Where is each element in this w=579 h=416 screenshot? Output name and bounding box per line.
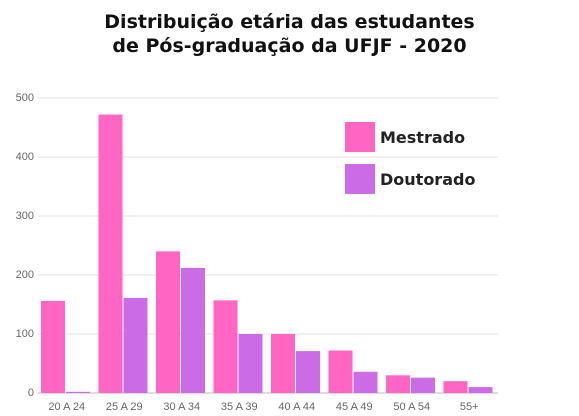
legend: Mestrado Doutorado xyxy=(345,122,475,194)
x-tick-label: 25 A 29 xyxy=(106,401,143,413)
bar-mestrado-5 xyxy=(328,350,353,393)
x-tick-label: 30 A 34 xyxy=(163,401,200,413)
bar-mestrado-1 xyxy=(98,114,123,394)
bar-doutorado-5 xyxy=(353,371,378,393)
x-tick-label: 45 A 49 xyxy=(336,401,373,413)
bar-doutorado-3 xyxy=(238,334,263,393)
bar-mestrado-4 xyxy=(271,334,295,393)
bar-mestrado-6 xyxy=(386,375,410,393)
bar-mestrado-3 xyxy=(213,300,238,393)
x-tick-label: 20 A 24 xyxy=(48,401,85,413)
y-tick-label: 200 xyxy=(16,269,34,281)
x-tick-label: 35 A 39 xyxy=(221,401,258,413)
bar-doutorado-2 xyxy=(181,267,205,393)
legend-label-mestrado: Mestrado xyxy=(380,128,465,147)
legend-label-doutorado: Doutorado xyxy=(380,170,475,189)
y-tick-label: 100 xyxy=(16,328,34,340)
x-axis-ticks: 20 A 24 25 A 29 30 A 34 35 A 39 40 A 44 45 A … xyxy=(48,401,478,413)
x-tick-label: 50 A 54 xyxy=(393,401,430,413)
chart-title: Distribuição etária das estudantes de Pó… xyxy=(0,10,579,58)
bar-mestrado-7 xyxy=(443,381,468,393)
bar-doutorado-1 xyxy=(123,298,148,393)
y-tick-label: 400 xyxy=(16,151,34,163)
x-tick-label: 55+ xyxy=(460,401,479,413)
x-tick-label: 40 A 44 xyxy=(278,401,315,413)
chart-title-line-2: de Pós-graduação da UFJF - 2020 xyxy=(112,35,467,57)
legend-swatch-doutorado xyxy=(345,164,375,194)
y-axis-ticks: 0 100 200 300 400 500 xyxy=(16,92,34,399)
bar-doutorado-7 xyxy=(468,387,493,393)
y-tick-label: 0 xyxy=(28,387,34,399)
y-tick-label: 500 xyxy=(16,92,34,104)
bar-mestrado-0 xyxy=(41,300,65,393)
legend-swatch-mestrado xyxy=(345,122,375,152)
bar-mestrado-2 xyxy=(156,251,180,393)
bar-doutorado-4 xyxy=(296,351,320,393)
chart-title-line-1: Distribuição etária das estudantes xyxy=(104,11,475,33)
bars xyxy=(41,114,493,394)
bar-doutorado-0 xyxy=(66,391,90,393)
bar-doutorado-6 xyxy=(411,377,435,393)
y-tick-label: 300 xyxy=(16,210,34,222)
